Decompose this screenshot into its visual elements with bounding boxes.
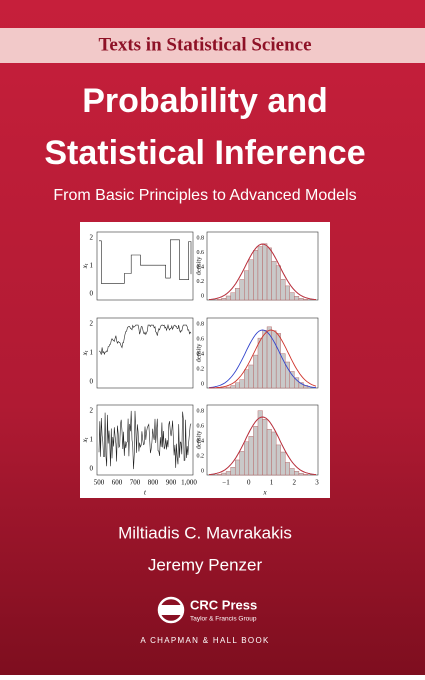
histogram-bar: [244, 370, 249, 388]
histogram-bar: [267, 248, 272, 300]
histogram-bar: [281, 452, 286, 475]
histogram-bar: [217, 299, 222, 300]
histogram-bar: [244, 442, 249, 475]
histogram-bar: [285, 462, 290, 475]
author: Miltiadis C. Mavrakakis: [118, 523, 292, 542]
y-tick-label: 0.2: [197, 279, 205, 285]
histogram-bar: [226, 296, 231, 300]
histogram-bar: [222, 298, 227, 300]
x-tick-label: 1,000: [181, 479, 197, 487]
histogram-bar: [231, 386, 236, 388]
histogram-bar: [299, 473, 304, 475]
y-axis-label: density: [195, 430, 202, 450]
histogram-bar: [276, 445, 281, 475]
author: Jeremy Penzer: [148, 555, 263, 574]
x-tick-label: 1: [270, 479, 274, 487]
histogram-bar: [240, 279, 245, 300]
histogram-bar: [226, 387, 231, 388]
y-tick-label: 2: [90, 320, 94, 328]
series-title: Texts in Statistical Science: [98, 34, 311, 55]
histogram-bar: [294, 296, 299, 300]
y-tick-label: 0: [201, 468, 204, 474]
histogram-bar: [303, 474, 308, 475]
histogram-bar: [235, 288, 240, 300]
publisher-group: Taylor & Francis Group: [190, 616, 257, 623]
logo-bar: [160, 605, 182, 615]
histogram-bar: [272, 432, 277, 475]
histogram-bar: [263, 419, 268, 475]
y-tick-label: 0.6: [197, 336, 205, 342]
y-tick-label: 0.2: [197, 366, 205, 372]
histogram-bar: [217, 474, 222, 475]
y-tick-label: 0: [90, 465, 94, 473]
subtitle: From Basic Principles to Advanced Models: [53, 187, 356, 204]
histogram-bar: [294, 378, 299, 388]
figure-panel: [80, 222, 330, 498]
y-tick-label: 0.6: [197, 423, 205, 429]
histogram-bar: [253, 250, 258, 300]
histogram-bar: [253, 355, 258, 388]
y-tick-label: 2: [90, 234, 94, 242]
histogram-bar: [285, 286, 290, 300]
histogram-bar: [222, 473, 227, 475]
histogram-bar: [281, 279, 286, 300]
y-tick-label: 0.8: [197, 235, 205, 241]
y-tick-label: 2: [90, 407, 94, 415]
y-tick-label: 0: [90, 378, 94, 386]
histogram-bar: [226, 471, 231, 475]
histogram-bar: [231, 467, 236, 475]
title-line: Statistical Inference: [44, 134, 365, 172]
histogram-bar: [267, 429, 272, 475]
histogram-bar: [244, 271, 249, 300]
y-tick-label: 0.8: [197, 321, 205, 327]
y-tick-label: 0.6: [197, 250, 205, 256]
histogram-bar: [240, 380, 245, 388]
histogram-bar: [249, 260, 254, 300]
histogram-bar: [249, 365, 254, 388]
histogram-bar: [299, 298, 304, 300]
histogram-bar: [235, 383, 240, 388]
x-tick-label: −1: [222, 479, 230, 487]
histogram-bar: [231, 293, 236, 300]
imprint: A CHAPMAN & HALL BOOK: [140, 636, 269, 645]
histogram-bar: [240, 451, 245, 475]
histogram-bar: [276, 266, 281, 300]
y-axis-label: density: [195, 256, 202, 276]
x-tick-label: 700: [130, 479, 141, 487]
x-tick-label: 500: [94, 479, 105, 487]
histogram-bar: [303, 299, 308, 300]
publisher-name: CRC Press: [190, 597, 257, 612]
histogram-bar: [290, 293, 295, 300]
histogram-bar: [235, 460, 240, 475]
histogram-bar: [290, 468, 295, 475]
histogram-bar: [276, 333, 281, 388]
x-tick-label: 900: [166, 479, 177, 487]
histogram-bar: [258, 411, 263, 475]
histogram-bar: [258, 338, 263, 388]
histogram-bar: [263, 330, 268, 388]
y-axis-label: density: [195, 343, 202, 363]
histogram-bar: [249, 436, 254, 475]
y-tick-label: 0: [201, 293, 204, 299]
y-tick-label: 0: [201, 381, 204, 387]
histogram-bar: [253, 426, 258, 475]
y-tick-label: 0.2: [197, 453, 205, 459]
y-tick-label: 0.8: [197, 408, 205, 414]
y-tick-label: 0: [90, 290, 94, 298]
histogram-bar: [294, 471, 299, 475]
x-tick-label: 3: [315, 479, 319, 487]
histogram-bar: [263, 244, 268, 300]
histogram-bar: [258, 247, 263, 300]
x-tick-label: 2: [293, 479, 297, 487]
histogram-bar: [290, 371, 295, 388]
x-tick-label: 0: [247, 479, 251, 487]
title-line: Probability and: [82, 82, 328, 120]
histogram-bar: [272, 261, 277, 300]
x-tick-label: 600: [112, 479, 123, 487]
x-tick-label: 800: [148, 479, 159, 487]
